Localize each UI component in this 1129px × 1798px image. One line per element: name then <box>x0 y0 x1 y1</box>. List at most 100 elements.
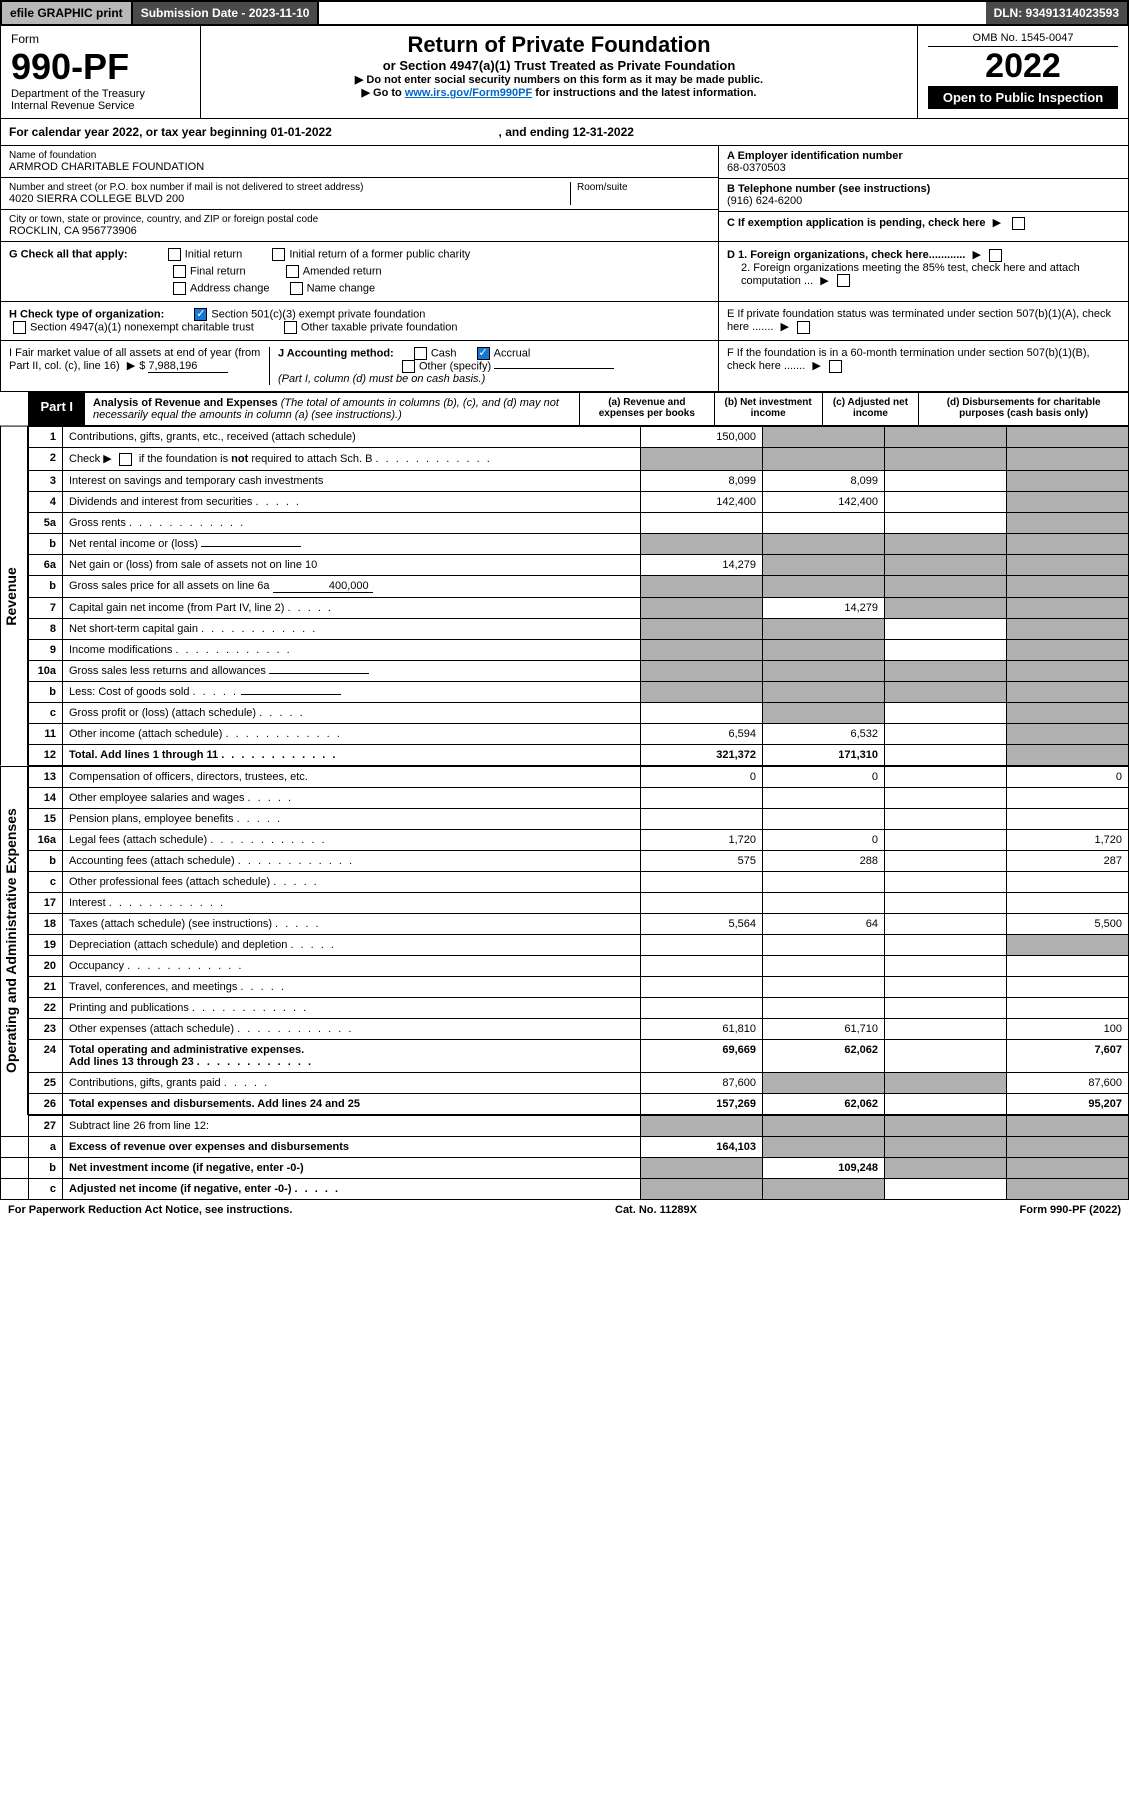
h-501c3-label: Section 501(c)(3) exempt private foundat… <box>211 308 425 320</box>
row-27b: bNet investment income (if negative, ent… <box>1 1157 1129 1178</box>
form-title: Return of Private Foundation <box>211 32 907 58</box>
col-d-header: (d) Disbursements for charitable purpose… <box>919 393 1129 426</box>
g-initial-former-label: Initial return of a former public charit… <box>289 248 470 260</box>
cy-begin: 01-01-2022 <box>270 125 331 139</box>
d1-checkbox[interactable] <box>989 249 1002 262</box>
h-label: H Check type of organization: <box>9 308 164 320</box>
g-initial-checkbox[interactable] <box>168 248 181 261</box>
dept-label: Department of the Treasury <box>11 88 190 100</box>
room-label: Room/suite <box>577 182 710 193</box>
g-initial-former-checkbox[interactable] <box>272 248 285 261</box>
row-21: 21Travel, conferences, and meetings <box>29 976 1129 997</box>
row-1: 1Contributions, gifts, grants, etc., rec… <box>29 427 1129 448</box>
row-16c: cOther professional fees (attach schedul… <box>29 871 1129 892</box>
col-b-header: (b) Net investment income <box>714 393 822 426</box>
g-final-label: Final return <box>190 265 246 277</box>
address: 4020 SIERRA COLLEGE BLVD 200 <box>9 193 570 205</box>
footer-mid: Cat. No. 11289X <box>615 1204 697 1216</box>
g-name-checkbox[interactable] <box>290 282 303 295</box>
h-501c3-checkbox[interactable] <box>194 308 207 321</box>
arrow-icon: ▶ <box>127 359 135 372</box>
top-bar: efile GRAPHIC print Submission Date - 20… <box>0 0 1129 26</box>
arrow-icon: ▶ <box>972 248 980 261</box>
g-amended-checkbox[interactable] <box>286 265 299 278</box>
irs-link[interactable]: www.irs.gov/Form990PF <box>405 87 532 99</box>
section-i-j-f: I Fair market value of all assets at end… <box>0 341 1129 392</box>
h-4947-label: Section 4947(a)(1) nonexempt charitable … <box>30 321 254 333</box>
j-accrual-checkbox[interactable] <box>477 347 490 360</box>
footer: For Paperwork Reduction Act Notice, see … <box>0 1200 1129 1220</box>
entity-info: Name of foundation ARMROD CHARITABLE FOU… <box>0 146 1129 242</box>
ein: 68-0370503 <box>727 162 1120 174</box>
row-5b: bNet rental income or (loss) <box>29 533 1129 554</box>
city-label: City or town, state or province, country… <box>9 214 710 225</box>
row-5a: 5aGross rents <box>29 512 1129 533</box>
submission-date: Submission Date - 2023-11-10 <box>133 2 320 24</box>
efile-print-button[interactable]: efile GRAPHIC print <box>2 2 133 24</box>
irs-label: Internal Revenue Service <box>11 100 190 112</box>
row-6b: bGross sales price for all assets on lin… <box>29 575 1129 597</box>
footer-right: Form 990-PF (2022) <box>1020 1204 1121 1216</box>
row-7: 7Capital gain net income (from Part IV, … <box>29 597 1129 618</box>
j-other-label: Other (specify) <box>419 360 491 372</box>
addr-label: Number and street (or P.O. box number if… <box>9 182 570 193</box>
j-cash-checkbox[interactable] <box>414 347 427 360</box>
arrow-icon: ▶ <box>781 320 789 333</box>
h-other-checkbox[interactable] <box>284 321 297 334</box>
row-2: 2Check ▶ if the foundation is not requir… <box>29 448 1129 471</box>
c-checkbox[interactable] <box>1012 217 1025 230</box>
arrow-icon: ▶ <box>812 359 820 372</box>
cy-end: 12-31-2022 <box>573 125 634 139</box>
j-label: J Accounting method: <box>278 347 394 359</box>
fmv-value: 7,988,196 <box>148 360 228 373</box>
row-10c: cGross profit or (loss) (attach schedule… <box>29 702 1129 723</box>
row-10b: bLess: Cost of goods sold <box>29 681 1129 702</box>
g-final-checkbox[interactable] <box>173 265 186 278</box>
d2-checkbox[interactable] <box>837 274 850 287</box>
row-9: 9Income modifications <box>29 639 1129 660</box>
schb-checkbox[interactable] <box>119 453 132 466</box>
h-4947-checkbox[interactable] <box>13 321 26 334</box>
form-number: 990-PF <box>11 46 190 88</box>
row-14: 14Other employee salaries and wages <box>29 787 1129 808</box>
g-label: G Check all that apply: <box>9 248 128 260</box>
form-label: Form <box>11 32 190 46</box>
telephone: (916) 624-6200 <box>727 195 1120 207</box>
j-other-field[interactable] <box>494 368 614 369</box>
col-a-header: (a) Revenue and expenses per books <box>579 393 714 426</box>
section-g-d: G Check all that apply: Initial return I… <box>0 242 1129 302</box>
g-name-label: Name change <box>307 282 376 294</box>
e-checkbox[interactable] <box>797 321 810 334</box>
row-4: 4Dividends and interest from securities … <box>29 491 1129 512</box>
expenses-table: 13Compensation of officers, directors, t… <box>28 766 1129 1115</box>
tax-year: 2022 <box>928 47 1118 86</box>
j-other-checkbox[interactable] <box>402 360 415 373</box>
row-19: 19Depreciation (attach schedule) and dep… <box>29 934 1129 955</box>
note2-pre: ▶ Go to <box>362 87 405 99</box>
j-cash-label: Cash <box>431 347 457 359</box>
row-6a: 6aNet gain or (loss) from sale of assets… <box>29 554 1129 575</box>
form-subtitle: or Section 4947(a)(1) Trust Treated as P… <box>211 58 907 73</box>
open-public-badge: Open to Public Inspection <box>928 86 1118 109</box>
arrow-icon: ▶ <box>820 274 828 287</box>
j-accrual-label: Accrual <box>494 347 531 359</box>
row-27c: cAdjusted net income (if negative, enter… <box>1 1178 1129 1199</box>
d2-label: 2. Foreign organizations meeting the 85%… <box>741 262 1080 287</box>
revenue-vlabel: Revenue <box>0 426 28 766</box>
f-label: F If the foundation is in a 60-month ter… <box>727 347 1090 372</box>
city-state-zip: ROCKLIN, CA 956773906 <box>9 225 710 237</box>
row-20: 20Occupancy <box>29 955 1129 976</box>
ein-label: A Employer identification number <box>727 150 1120 162</box>
h-other-label: Other taxable private foundation <box>301 321 458 333</box>
row-16a: 16aLegal fees (attach schedule) 1,72001,… <box>29 829 1129 850</box>
row-26: 26Total expenses and disbursements. Add … <box>29 1093 1129 1114</box>
row-15: 15Pension plans, employee benefits <box>29 808 1129 829</box>
f-checkbox[interactable] <box>829 360 842 373</box>
g-address-checkbox[interactable] <box>173 282 186 295</box>
j-note: (Part I, column (d) must be on cash basi… <box>278 373 710 385</box>
g-address-label: Address change <box>190 282 270 294</box>
row-24: 24Total operating and administrative exp… <box>29 1039 1129 1072</box>
row-11: 11Other income (attach schedule) 6,5946,… <box>29 723 1129 744</box>
d1-label: D 1. Foreign organizations, check here..… <box>727 249 965 261</box>
name-label: Name of foundation <box>9 150 710 161</box>
